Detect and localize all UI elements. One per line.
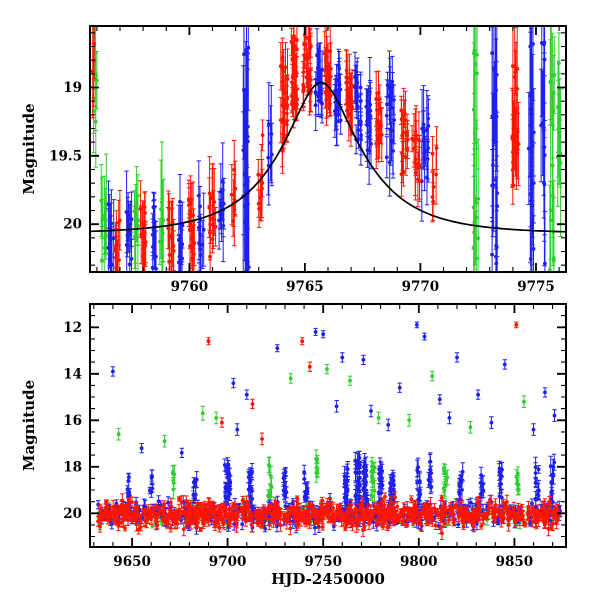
x-tick-label: 9760 [171,279,209,295]
y-tick-label: 20 [63,217,82,233]
x-tick-label: 9775 [517,279,555,295]
y-axis-label: Magnitude [20,380,38,471]
y-tick-label: 14 [63,366,82,382]
x-tick-label: 9750 [304,554,342,570]
data-layer [91,27,565,271]
y-tick-label: 12 [63,320,82,336]
x-tick-label: 9765 [286,279,324,295]
y-tick-label: 16 [63,413,82,429]
bottom-panel: 9650 9700 9750 9800 9850 12 14 16 18 20 Magnitude H… [20,303,567,588]
y-tick-label: 19.5 [49,148,82,164]
axes-frame [89,303,567,548]
x-tick-label: 9700 [209,554,247,570]
series-red [91,27,521,271]
series-red [95,321,562,541]
model-curve [91,81,565,233]
y-tick-label: 18 [63,459,82,475]
axes-frame [89,25,567,273]
x-axis-label: HJD-2450000 [271,570,385,588]
major-ticks [90,304,566,547]
series-blue [106,27,548,271]
top-panel: 9760 9765 9770 9775 19 19.5 20 Magnitude [20,25,567,295]
x-tick-label: 9770 [402,279,440,295]
major-ticks [90,26,566,272]
data-layer [95,321,563,541]
y-tick-label: 19 [63,80,82,96]
x-tick-label: 9800 [400,554,438,570]
y-tick-label: 20 [63,506,82,522]
x-tick-label: 9850 [496,554,534,570]
y-axis-label: Magnitude [20,103,38,194]
series-green [91,27,563,271]
x-tick-label: 9650 [113,554,151,570]
